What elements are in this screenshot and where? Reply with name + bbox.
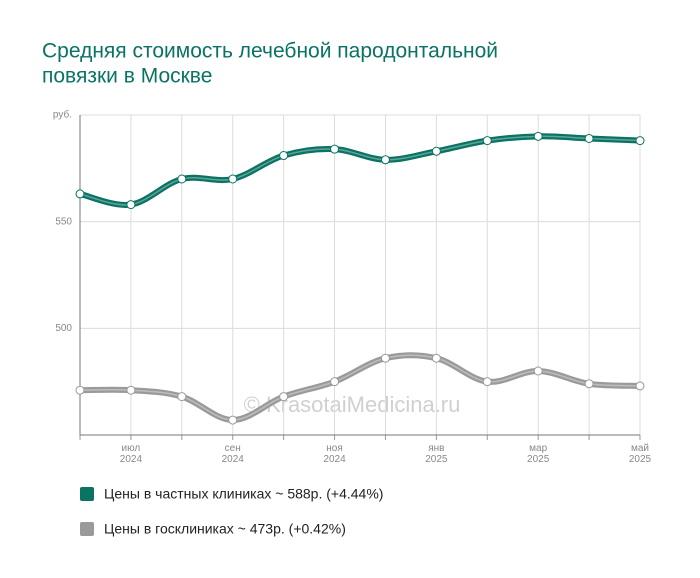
legend-label: Цены в госклиниках ~ 473р. (+0.42%) [104,521,346,537]
watermark: © KrasotaiMedicina.ru [244,392,461,417]
point [177,392,187,402]
point [177,174,187,184]
point [533,366,543,376]
point [279,392,289,402]
point [228,415,238,425]
point [635,381,645,391]
x-tick-label: май 2025 [629,443,652,465]
legend-swatch [80,487,94,501]
legend-swatch [80,522,94,536]
x-tick-label: сен 2024 [222,443,245,465]
legend-label: Цены в частных клиниках ~ 588р. (+4.44%) [104,486,383,502]
chart-title: повязки в Москве [42,65,212,88]
y-tick-label: 500 [55,323,72,334]
point [584,379,594,389]
point [380,155,390,165]
point [75,385,85,395]
x-tick-label: янв 2025 [425,443,448,465]
point [228,174,238,184]
point [431,146,441,156]
point [279,151,289,161]
point [584,133,594,143]
y-tick-label: руб. [53,109,72,121]
chart-title: Средняя стоимость лечебной пародонтально… [42,40,498,63]
point [330,144,340,154]
point [75,189,85,199]
point [533,131,543,141]
y-tick-label: 550 [55,216,72,227]
point [482,136,492,146]
point [431,353,441,363]
series-line [79,133,641,208]
x-tick-label: ноя 2024 [323,443,346,465]
point [126,385,136,395]
point [635,136,645,146]
point [482,377,492,387]
x-tick-label: июл 2024 [120,443,143,465]
series-line-highlight [79,135,641,206]
x-tick-label: мар 2025 [527,443,550,465]
point [126,200,136,210]
point [380,353,390,363]
point [330,377,340,387]
